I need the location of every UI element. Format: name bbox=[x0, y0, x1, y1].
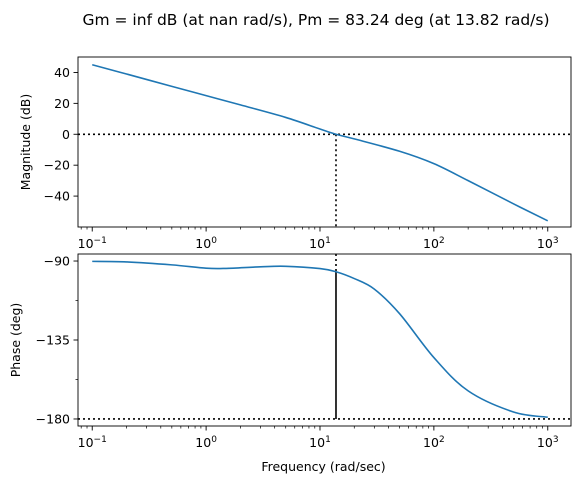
x-tick-label: 103 bbox=[537, 236, 559, 251]
figure-title: Gm = inf dB (at nan rad/s), Pm = 83.24 d… bbox=[82, 11, 549, 29]
magnitude-plot: 10−1 100 101 102 103 40 20 0 −20 −40 Magnitude (dB… bbox=[18, 56, 572, 251]
plot-area bbox=[78, 63, 571, 227]
x-tick-label: 10−1 bbox=[78, 236, 107, 251]
y-tick-label: 20 bbox=[54, 96, 70, 111]
y-axis-label: Magnitude (dB) bbox=[18, 94, 33, 190]
series-line bbox=[92, 260, 548, 419]
y-tick-label: −40 bbox=[44, 189, 70, 204]
y-tick-label: −90 bbox=[44, 254, 70, 269]
y-tick-label: −135 bbox=[36, 333, 70, 348]
x-tick-label: 10−1 bbox=[78, 435, 107, 450]
y-tick-label: −180 bbox=[36, 411, 70, 426]
x-tick-label: 102 bbox=[423, 236, 445, 251]
x-tick-label: 101 bbox=[309, 435, 331, 450]
y-tick-label: 0 bbox=[62, 127, 70, 142]
y-axis-label: Phase (deg) bbox=[8, 303, 23, 378]
y-tick-label: −20 bbox=[44, 158, 70, 173]
phase-plot: 10−1 100 101 102 103 −90 −135 −180 Phase (deg) Fr… bbox=[8, 253, 572, 474]
series-line bbox=[92, 63, 549, 222]
x-axis-label: Frequency (rad/sec) bbox=[261, 459, 385, 474]
axes-frame bbox=[77, 56, 572, 228]
axes-frame bbox=[77, 253, 572, 427]
x-tick-label: 102 bbox=[423, 435, 445, 450]
plot-area bbox=[78, 254, 571, 420]
y-tick-label: 40 bbox=[54, 65, 70, 80]
x-tick-label: 100 bbox=[195, 236, 217, 251]
x-tick-label: 101 bbox=[309, 236, 331, 251]
x-tick-label: 103 bbox=[537, 435, 559, 450]
x-tick-label: 100 bbox=[195, 435, 217, 450]
